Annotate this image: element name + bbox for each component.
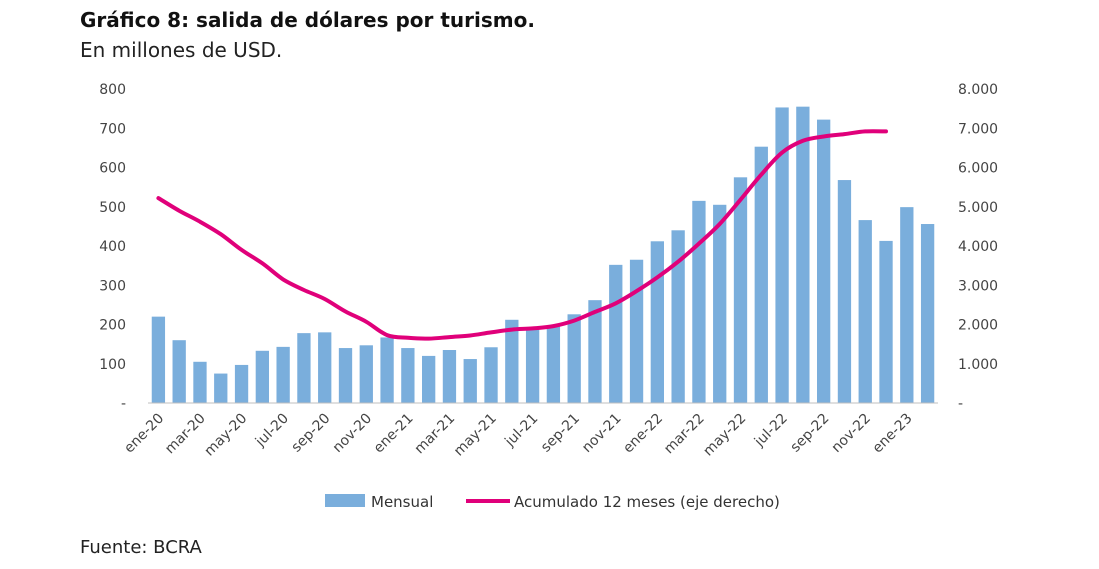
x-axis-tick-label: ene-23	[870, 411, 916, 457]
bar-mensual	[255, 350, 269, 403]
chart-subtitle: En millones de USD.	[80, 38, 283, 62]
bar-mensual	[193, 361, 207, 403]
left-axis-tick-label: 500	[99, 200, 126, 216]
x-axis-tick-label: ene-22	[620, 411, 666, 457]
x-axis-tick-label: may-21	[451, 411, 500, 460]
bar-mensual	[234, 364, 249, 403]
bar-mensual	[858, 220, 872, 403]
right-axis-tick-label: 8.000	[958, 82, 998, 98]
bar-mensual	[879, 240, 893, 403]
x-axis-tick-label: nov-22	[829, 411, 874, 456]
bar-mensual	[567, 314, 581, 403]
left-axis-tick-label: 400	[99, 239, 126, 255]
x-axis-tick-label: jul-22	[751, 411, 791, 451]
chart-legend: Mensual Acumulado 12 meses (eje derecho)	[325, 493, 780, 511]
bar-mensual	[338, 348, 353, 403]
x-axis-tick-label: mar-21	[412, 411, 459, 458]
right-y-axis: - 1.000 2.000 3.000 4.000 5.000 6.000 7.000 8.00…	[958, 82, 998, 412]
bar-mensual	[796, 106, 810, 403]
right-axis-tick-label: 1.000	[958, 357, 998, 373]
bar-mensual	[297, 333, 311, 403]
bar-mensual	[546, 325, 561, 403]
bar-mensual	[151, 316, 166, 403]
bar-mensual	[484, 347, 498, 403]
bar-mensual	[692, 200, 706, 403]
bar-mensual	[609, 264, 623, 403]
bar-mensual	[318, 332, 332, 403]
left-y-axis: - 100 200 300 400 500 600 700 800	[99, 82, 126, 412]
left-axis-tick-label: 300	[99, 278, 126, 294]
bar-mensual	[463, 359, 477, 403]
bar-mensual	[713, 204, 727, 403]
right-axis-tick-label: 4.000	[958, 239, 998, 255]
x-axis-tick-label: sep-21	[538, 411, 583, 456]
chart-title: Gráfico 8: salida de dólares por turismo…	[80, 8, 535, 32]
bar-series-mensual	[151, 106, 935, 404]
right-axis-tick-label: -	[958, 396, 963, 412]
legend-label-acumulado: Acumulado 12 meses (eje derecho)	[514, 493, 780, 511]
x-axis-tick-label: mar-20	[162, 411, 209, 458]
left-axis-tick-label: 600	[99, 161, 126, 177]
bar-mensual	[276, 346, 290, 403]
bar-mensual	[733, 177, 748, 403]
bar-mensual	[422, 355, 436, 403]
legend-label-mensual: Mensual	[371, 493, 433, 511]
right-axis-tick-label: 7.000	[958, 121, 998, 137]
bar-mensual	[754, 146, 768, 403]
bar-mensual	[920, 224, 935, 403]
x-axis-tick-label: ene-21	[371, 411, 417, 457]
bar-mensual	[671, 230, 685, 403]
x-axis-tick-label: sep-20	[289, 411, 334, 456]
bar-mensual	[359, 345, 373, 403]
bar-mensual	[650, 241, 664, 403]
left-axis-tick-label: 800	[99, 82, 126, 98]
bar-mensual	[817, 119, 831, 404]
x-axis-tick-label: nov-21	[579, 411, 624, 456]
bar-mensual	[442, 350, 457, 403]
bar-mensual	[837, 180, 852, 403]
bar-mensual	[588, 300, 602, 403]
x-axis-tick-label: sep-22	[787, 411, 832, 456]
x-axis-tick-label: jul-20	[252, 411, 292, 451]
bar-mensual	[380, 337, 394, 403]
right-axis-tick-label: 6.000	[958, 161, 998, 177]
bar-mensual	[900, 207, 914, 403]
source-note: Fuente: BCRA	[80, 537, 202, 558]
bar-mensual	[401, 348, 415, 403]
left-axis-tick-label: 200	[99, 318, 126, 334]
left-axis-tick-label: 700	[99, 121, 126, 137]
x-axis-tick-label: jul-21	[501, 411, 541, 451]
x-axis-tick-label: nov-20	[330, 411, 375, 456]
right-axis-tick-label: 5.000	[958, 200, 998, 216]
x-axis-tick-label: mar-22	[661, 411, 708, 458]
bar-mensual	[505, 319, 519, 403]
x-axis-tick-label: may-20	[202, 411, 251, 460]
bar-mensual	[629, 259, 644, 403]
right-axis-tick-label: 2.000	[958, 318, 998, 334]
bar-mensual	[525, 328, 540, 403]
x-axis-tick-label: ene-20	[121, 411, 167, 457]
bar-mensual	[775, 107, 789, 403]
bar-mensual	[172, 340, 186, 403]
right-axis-tick-label: 3.000	[958, 278, 998, 294]
x-axis-tick-label: may-22	[700, 411, 749, 460]
bar-mensual	[214, 373, 228, 403]
line-series-acumulado	[156, 129, 888, 341]
line-acumulado	[156, 129, 888, 341]
left-axis-tick-label: 100	[99, 357, 126, 373]
legend-swatch-mensual	[325, 494, 365, 507]
left-axis-tick-label: -	[121, 396, 126, 412]
